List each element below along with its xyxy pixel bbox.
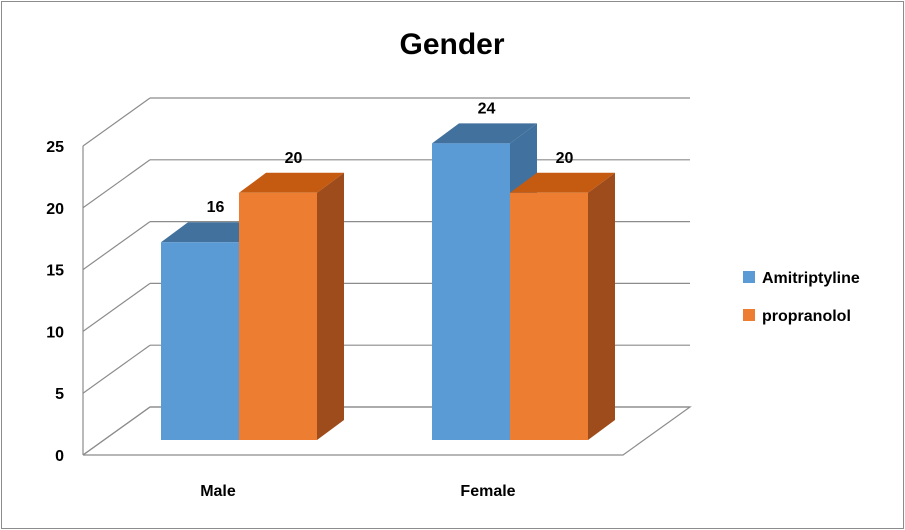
bar-top — [510, 172, 615, 193]
data-label: 24 — [478, 100, 496, 117]
x-axis-categories: Male Female — [200, 483, 515, 500]
bar-top — [239, 172, 344, 193]
y-tick-label: 20 — [46, 201, 64, 218]
bar-amitriptyline-female — [432, 143, 510, 441]
bar-side — [588, 172, 615, 441]
legend-label: propranolol — [762, 308, 851, 325]
chart-title: Gender — [399, 28, 504, 61]
bar-side — [317, 172, 344, 441]
floor-outline — [82, 406, 692, 456]
y-tick-label: 5 — [55, 386, 64, 403]
data-label: 20 — [285, 150, 303, 167]
bar-propranolol-female — [510, 192, 588, 440]
y-tick-label: 25 — [46, 139, 64, 156]
x-category-label: Female — [460, 483, 515, 500]
bar-top — [432, 123, 537, 144]
data-label: 20 — [556, 150, 574, 167]
data-label: 16 — [207, 199, 225, 216]
legend-label: Amitriptyline — [762, 270, 860, 287]
y-tick-label: 15 — [46, 263, 64, 280]
data-labels: 16 20 24 20 — [207, 100, 574, 216]
bars — [161, 123, 615, 441]
y-tick-label: 10 — [46, 324, 64, 341]
bar-amitriptyline-male — [161, 242, 239, 440]
bar-propranolol-male — [239, 192, 317, 440]
y-axis-ticks: 0 5 10 15 20 25 — [46, 139, 64, 465]
x-category-label: Male — [200, 483, 236, 500]
legend: Amitriptyline propranolol — [743, 270, 860, 325]
side-gridline — [82, 282, 151, 332]
side-gridline — [82, 159, 151, 209]
y-tick-label: 0 — [55, 448, 64, 465]
legend-swatch — [743, 271, 755, 283]
side-gridline — [82, 221, 151, 271]
side-gridline — [82, 344, 151, 394]
legend-swatch — [743, 309, 755, 321]
side-gridline — [82, 97, 151, 147]
